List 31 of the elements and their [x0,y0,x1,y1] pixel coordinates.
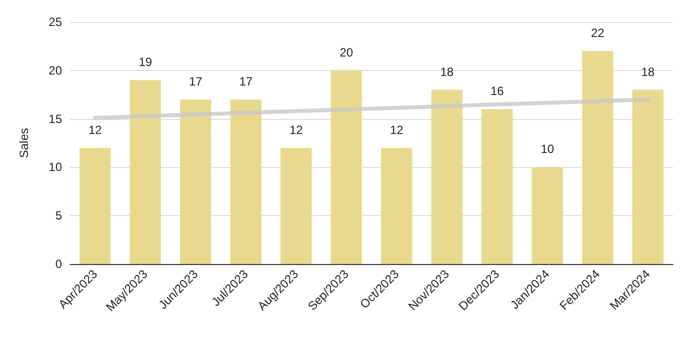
y-tick-label: 20 [48,63,62,78]
y-tick-label: 0 [55,257,62,271]
data-label: 18 [641,64,655,79]
bar [80,148,111,264]
data-label: 18 [440,64,454,79]
bar [180,99,212,264]
data-label: 17 [188,74,203,88]
bar [230,99,262,264]
data-label: 10 [540,142,554,156]
y-tick-label: 5 [55,208,62,223]
y-axis-title: Sales [17,128,31,158]
bar [482,109,513,264]
bar [632,90,664,264]
data-label: 20 [340,45,354,60]
bar [381,148,412,264]
y-tick-label: 15 [48,112,62,126]
data-label: 12 [390,122,404,137]
bar [130,80,161,264]
y-tick-label: 10 [48,160,62,174]
y-tick-label: 25 [48,15,62,29]
data-label: 22 [590,26,605,40]
data-label: 12 [88,122,102,137]
bar [280,148,312,264]
data-label: 17 [239,74,253,88]
data-label: 16 [490,84,504,98]
bar [532,167,563,264]
bar [582,51,614,264]
data-label: 19 [138,55,152,70]
bar [431,90,462,264]
data-label: 12 [289,122,304,137]
bar [330,70,362,264]
